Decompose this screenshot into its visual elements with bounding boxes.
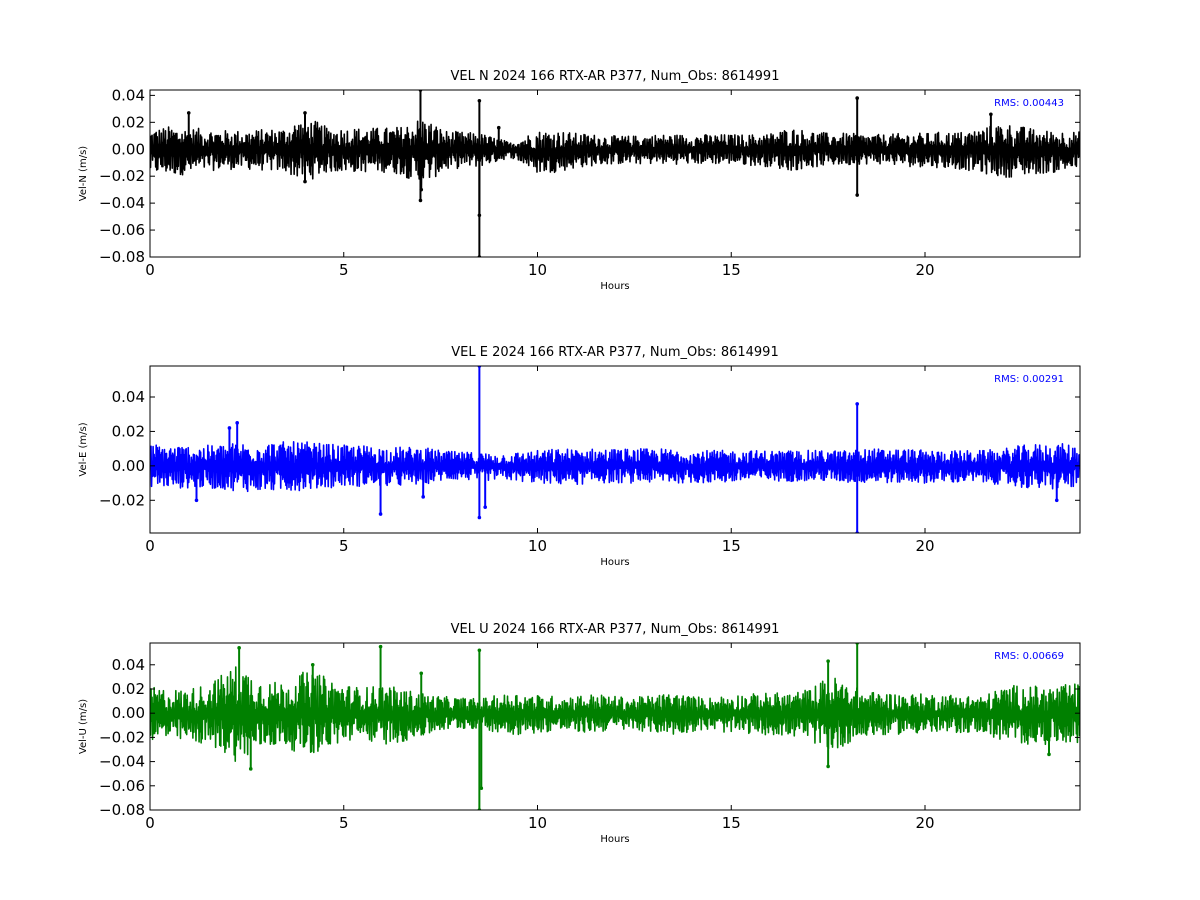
chart-title: VEL N 2024 166 RTX-AR P377, Num_Obs: 861… — [451, 69, 780, 84]
spike-point — [477, 648, 482, 653]
y-tick-label: −0.06 — [99, 777, 145, 795]
spike-point — [855, 193, 859, 197]
x-tick-label: 10 — [528, 261, 547, 279]
y-tick-label: 0.00 — [112, 704, 145, 722]
y-tick-label: −0.02 — [99, 728, 145, 746]
chart-title: VEL U 2024 166 RTX-AR P377, Num_Obs: 861… — [451, 622, 780, 637]
x-tick-label: 0 — [145, 814, 155, 832]
spike-point — [1054, 498, 1059, 503]
x-tick-label: 15 — [722, 814, 741, 832]
spike-point — [237, 646, 241, 650]
panel-2: 0 5 10 15 20 −0.08 −0.06 −0.04 −0.02 0.00 0.02 0.04… — [78, 622, 1081, 845]
spike-point — [419, 671, 424, 676]
spike-point — [419, 187, 424, 192]
spike-point — [418, 198, 423, 203]
x-tick-label: 20 — [915, 814, 934, 832]
chart-title: VEL E 2024 166 RTX-AR P377, Num_Obs: 861… — [451, 345, 778, 360]
x-tick-label: 5 — [339, 814, 349, 832]
spike-point — [303, 111, 307, 115]
y-axis-label: Vel-N (m/s) — [78, 146, 89, 201]
spike-point — [248, 767, 253, 771]
y-tick-label: −0.08 — [99, 248, 145, 266]
x-tick-label: 20 — [915, 537, 934, 555]
spike-point — [989, 112, 993, 117]
spike-point — [477, 515, 482, 520]
spike-point — [496, 125, 501, 130]
x-tick-label: 0 — [145, 537, 155, 555]
spike-point — [194, 498, 199, 503]
y-tick-label: −0.04 — [99, 753, 145, 771]
y-tick-label: 0.04 — [112, 656, 145, 674]
rms-annotation: RMS: 0.00443 — [994, 98, 1064, 109]
x-axis-label: Hours — [600, 281, 629, 292]
spike-point — [303, 179, 307, 184]
x-tick-label: 0 — [145, 261, 155, 279]
spike-point — [855, 96, 859, 100]
rms-annotation: RMS: 0.00669 — [994, 651, 1064, 662]
spike-point — [378, 512, 383, 516]
series-trace — [150, 119, 1080, 186]
spike-point — [479, 786, 484, 791]
spike-point — [1047, 752, 1051, 757]
spike-point — [227, 426, 232, 430]
spike-point — [378, 644, 383, 649]
spike-point — [826, 659, 830, 663]
spike-point — [855, 402, 859, 406]
y-tick-label: −0.06 — [99, 221, 145, 239]
y-tick-label: 0.00 — [112, 457, 145, 475]
series-trace — [150, 666, 1080, 762]
panel-1: 0 5 10 15 20 −0.02 0.00 0.02 0.04 VEL E 2024 166 … — [78, 345, 1081, 568]
x-axis-label: Hours — [600, 834, 629, 845]
spike-point — [186, 111, 191, 115]
y-tick-label: 0.04 — [112, 388, 145, 406]
y-tick-label: −0.04 — [99, 194, 145, 212]
axes-frame — [149, 365, 1081, 534]
axes-frame — [149, 642, 1081, 811]
spike-point — [421, 495, 425, 499]
y-axis-label: Vel-U (m/s) — [78, 699, 89, 754]
spike-point — [310, 662, 315, 667]
spike-point — [483, 505, 487, 509]
x-axis-label: Hours — [600, 557, 629, 568]
y-tick-label: 0.02 — [112, 422, 145, 440]
rms-annotation: RMS: 0.00291 — [994, 374, 1064, 385]
y-tick-label: −0.08 — [99, 801, 145, 819]
y-tick-label: 0.02 — [112, 113, 145, 131]
y-axis-label: Vel-E (m/s) — [78, 422, 89, 476]
x-tick-label: 15 — [722, 261, 741, 279]
x-tick-label: 5 — [339, 261, 349, 279]
x-tick-label: 10 — [528, 537, 547, 555]
y-tick-label: 0.02 — [112, 680, 145, 698]
spike-point — [477, 98, 482, 103]
series-trace — [150, 440, 1080, 493]
y-tick-label: −0.02 — [99, 167, 145, 185]
panel-0: 0 5 10 15 20 −0.08 −0.06 −0.04 −0.02 0.00 0.02 0.04… — [78, 69, 1081, 292]
y-tick-label: 0.00 — [112, 140, 145, 158]
spike-point — [235, 421, 239, 425]
x-tick-label: 20 — [915, 261, 934, 279]
y-tick-label: −0.02 — [99, 491, 145, 509]
x-tick-label: 10 — [528, 814, 547, 832]
y-tick-label: 0.04 — [112, 86, 145, 104]
axes-frame — [149, 89, 1081, 258]
spike-point — [826, 764, 830, 769]
x-tick-label: 5 — [339, 537, 349, 555]
x-tick-label: 15 — [722, 537, 741, 555]
